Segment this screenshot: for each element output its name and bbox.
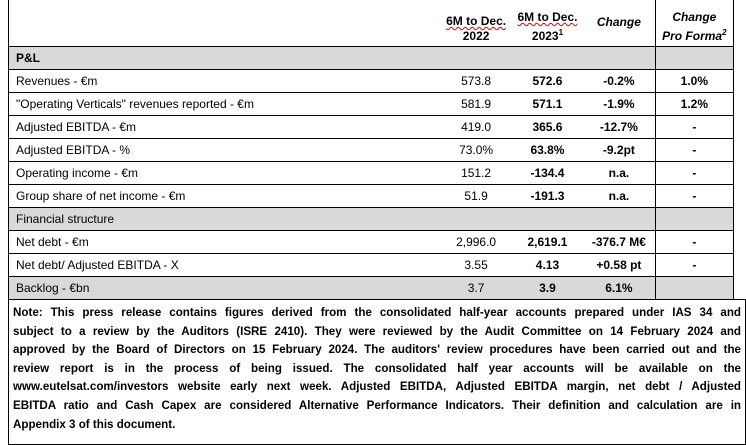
- value-2022: 151.2: [440, 161, 512, 185]
- header-2023-year: 2023: [531, 29, 559, 43]
- value-2022: 2,996.0: [440, 230, 512, 254]
- value-change: -9.2pt: [583, 138, 656, 162]
- note-line: Appendix 3 of this document.: [13, 417, 176, 431]
- value-2023: -191.3: [511, 184, 584, 208]
- value-change: -1.9%: [583, 92, 656, 116]
- note-box: Note: This press release contains figure…: [8, 299, 746, 445]
- row-label: Adjusted EBITDA - %: [8, 138, 441, 162]
- row-label: Net debt - €m: [8, 230, 441, 254]
- note-line: approved by the Board of Directors on 15…: [13, 343, 741, 357]
- value-change-pro-forma: 1.0%: [654, 69, 734, 93]
- header-2022-top: 6M to Dec.: [446, 14, 507, 28]
- row-label: Net debt/ Adjusted EBITDA - X: [8, 253, 441, 277]
- value-change-pro-forma: -: [654, 230, 734, 254]
- row-label: Operating income - €m: [8, 161, 441, 185]
- footnote-1: 1: [558, 28, 564, 37]
- header-blank: [8, 0, 441, 47]
- value-2023: 3.9: [511, 276, 584, 300]
- section-pl-pf-cell: [654, 46, 734, 70]
- section-pl-label: P&L: [8, 46, 656, 70]
- value-change: 6.1%: [583, 276, 656, 300]
- value-change-pro-forma: [654, 276, 734, 300]
- header-2022: 6M to Dec. 2022: [440, 0, 512, 47]
- value-change: -12.7%: [583, 115, 656, 139]
- key-figures-table: 6M to Dec. 2022 6M to Dec. 20231 Change Ch…: [8, 0, 734, 300]
- value-2023: 4.13: [511, 253, 584, 277]
- value-2022: 573.8: [440, 69, 512, 93]
- section-row-pl: P&L: [8, 46, 734, 70]
- header-change-label: Change: [596, 14, 641, 29]
- value-change: +0.58 pt: [583, 253, 656, 277]
- value-change-pro-forma: 1.2%: [654, 92, 734, 116]
- header-change-pro-forma: Change Pro Forma2: [654, 0, 734, 47]
- value-2022: 3.7: [440, 276, 512, 300]
- value-change: -0.2%: [583, 69, 656, 93]
- table-header-row: 6M to Dec. 2022 6M to Dec. 20231 Change Ch…: [8, 0, 734, 47]
- table-row: Net debt - €m 2,996.0 2,619.1 -376.7 M€ -: [8, 230, 734, 254]
- value-change-pro-forma: -: [654, 161, 734, 185]
- section-row-financial: Financial structure: [8, 207, 734, 231]
- value-2022: 3.55: [440, 253, 512, 277]
- value-2022: 51.9: [440, 184, 512, 208]
- table-row: Backlog - €bn 3.7 3.9 6.1%: [8, 276, 734, 300]
- table-row: Operating income - €m 151.2 -134.4 n.a. -: [8, 161, 734, 185]
- table-row: Revenues - €m 573.8 572.6 -0.2% 1.0%: [8, 69, 734, 93]
- value-2023: 571.1: [511, 92, 584, 116]
- value-change-pro-forma: -: [654, 115, 734, 139]
- section-financial-label: Financial structure: [8, 207, 656, 231]
- row-label: Adjusted EBITDA - €m: [8, 115, 441, 139]
- table-row: Adjusted EBITDA - €m 419.0 365.6 -12.7% -: [8, 115, 734, 139]
- value-change: n.a.: [583, 161, 656, 185]
- value-change-pro-forma: -: [654, 184, 734, 208]
- table-row: Adjusted EBITDA - % 73.0% 63.8% -9.2pt -: [8, 138, 734, 162]
- note-line: Note: This press release contains figure…: [13, 306, 741, 319]
- header-2023: 6M to Dec. 20231: [511, 0, 584, 47]
- row-label: "Operating Verticals" revenues reported …: [8, 92, 441, 116]
- section-financial-pf-cell: [654, 207, 734, 231]
- value-2023: 2,619.1: [511, 230, 584, 254]
- header-change: Change: [583, 0, 656, 47]
- value-change-pro-forma: -: [654, 253, 734, 277]
- note-line: review report is in the process of being…: [13, 361, 741, 375]
- value-2022: 419.0: [440, 115, 512, 139]
- header-2023-top: 6M to Dec.: [517, 10, 578, 24]
- header-pf-label: Pro Forma: [662, 29, 723, 43]
- value-2023: -134.4: [511, 161, 584, 185]
- value-2023: 63.8%: [511, 138, 584, 162]
- value-change-pro-forma: -: [654, 138, 734, 162]
- table-row: Net debt/ Adjusted EBITDA - X 3.55 4.13 +0.…: [8, 253, 734, 277]
- header-2022-year: 2022: [462, 29, 490, 43]
- note-line: subject to a review by the Auditors (ISR…: [13, 324, 741, 338]
- table-row: "Operating Verticals" revenues reported …: [8, 92, 734, 116]
- row-label: Backlog - €bn: [8, 276, 441, 300]
- value-2022: 73.0%: [440, 138, 512, 162]
- note-line: www.eutelsat.com/investors website early…: [13, 380, 741, 394]
- value-2022: 581.9: [440, 92, 512, 116]
- footnote-2: 2: [722, 28, 727, 37]
- value-change: n.a.: [583, 184, 656, 208]
- table-row: Group share of net income - €m 51.9 -191.3…: [8, 184, 734, 208]
- row-label: Group share of net income - €m: [8, 184, 441, 208]
- value-2023: 572.6: [511, 69, 584, 93]
- note-line: EBITDA ratio and Cash Capex are consider…: [13, 398, 741, 412]
- header-pf-top: Change: [672, 10, 717, 24]
- row-label: Revenues - €m: [8, 69, 441, 93]
- value-change: -376.7 M€: [583, 230, 656, 254]
- value-2023: 365.6: [511, 115, 584, 139]
